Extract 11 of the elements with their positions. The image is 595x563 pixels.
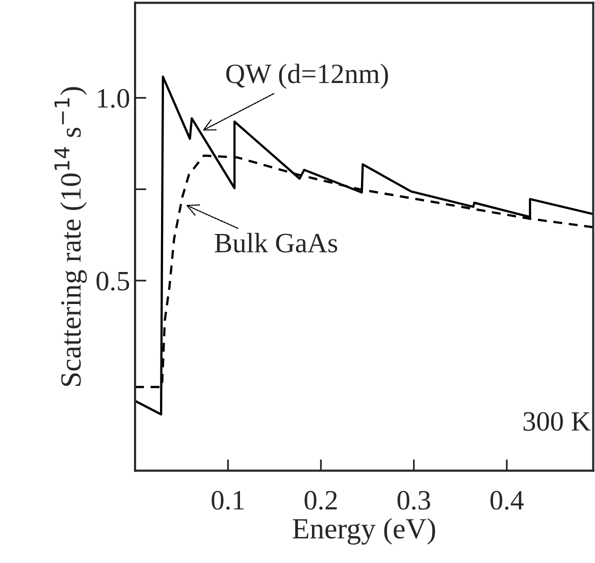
x-tick-label: 0.2 xyxy=(304,490,337,510)
x-axis-title: Energy (eV) xyxy=(292,518,436,545)
annotation: QW (d=12nm) xyxy=(226,64,388,89)
y-tick-label: 1.0 xyxy=(98,89,130,108)
y-axis-title: Scattering rate (10$^{14}$ s$^{−1}$) xyxy=(54,87,87,386)
x-tick-label: 0.4 xyxy=(490,490,524,510)
x-tick-label: 0.3 xyxy=(398,490,430,510)
annotation: 300 K xyxy=(524,412,591,431)
y-tick-label: 0.5 xyxy=(96,272,130,291)
annotation: Bulk GaAs xyxy=(214,232,338,252)
x-tick-label: 0.1 xyxy=(212,490,244,510)
